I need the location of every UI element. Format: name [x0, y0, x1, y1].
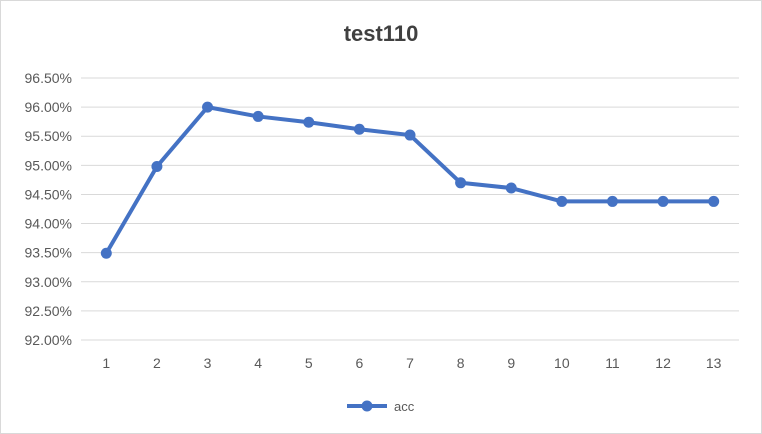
data-point: [708, 195, 720, 207]
y-tick-label: 92.50%: [25, 303, 72, 319]
x-tick-label: 6: [355, 355, 363, 371]
data-point: [100, 247, 112, 259]
legend-marker-icon: [361, 400, 373, 412]
data-point: [151, 160, 163, 172]
y-axis: 92.00% 92.50% 93.00% 93.50% 94.00% 94.50% 95.0…: [25, 70, 72, 348]
x-tick-label: 10: [554, 355, 570, 371]
series-line-acc: [104, 105, 716, 256]
data-point: [353, 123, 365, 135]
x-tick-label: 4: [254, 355, 262, 371]
x-tick-label: 9: [507, 355, 515, 371]
x-tick-label: 3: [204, 355, 212, 371]
x-tick-label: 11: [605, 355, 620, 371]
series-group: [100, 101, 720, 259]
x-tick-label: 5: [305, 355, 313, 371]
data-point: [556, 195, 568, 207]
y-tick-label: 96.50%: [25, 70, 72, 86]
y-tick-label: 95.00%: [25, 157, 72, 173]
y-tick-label: 94.00%: [25, 216, 72, 232]
x-tick-label: 12: [655, 355, 671, 371]
data-point: [657, 195, 669, 207]
y-tick-label: 96.00%: [25, 99, 72, 115]
data-point: [455, 177, 467, 189]
y-tick-label: 93.00%: [25, 274, 72, 290]
x-tick-label: 8: [457, 355, 465, 371]
data-point: [404, 129, 416, 141]
data-point: [303, 116, 315, 128]
data-point: [252, 110, 264, 122]
gridlines: [81, 77, 739, 341]
x-axis: 1 2 3 4 5 6 7 8 9 10 11 12 13: [102, 355, 721, 371]
y-tick-label: 94.50%: [25, 186, 72, 202]
x-tick-label: 7: [406, 355, 414, 371]
data-point: [505, 182, 517, 194]
chart-title: test110: [344, 21, 419, 46]
x-tick-label: 13: [706, 355, 722, 371]
x-tick-label: 1: [102, 355, 110, 371]
y-tick-label: 92.00%: [25, 332, 72, 348]
y-tick-label: 93.50%: [25, 245, 72, 261]
y-tick-label: 95.50%: [25, 128, 72, 144]
legend-label: acc: [394, 399, 415, 414]
data-point: [606, 195, 618, 207]
data-point: [202, 101, 214, 113]
legend: acc: [347, 399, 415, 414]
x-tick-label: 2: [153, 355, 161, 371]
